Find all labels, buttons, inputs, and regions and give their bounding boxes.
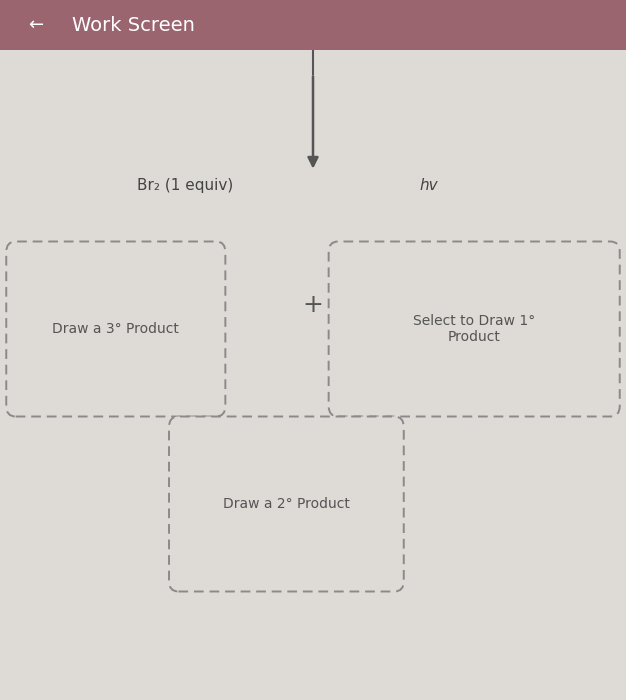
Text: Br₂ (1 equiv): Br₂ (1 equiv) [136, 178, 233, 193]
FancyBboxPatch shape [169, 416, 404, 592]
Text: Draw a 2° Product: Draw a 2° Product [223, 497, 350, 511]
FancyBboxPatch shape [329, 241, 620, 416]
Text: Draw a 3° Product: Draw a 3° Product [53, 322, 179, 336]
Text: hv: hv [419, 178, 438, 193]
FancyBboxPatch shape [6, 241, 225, 416]
FancyBboxPatch shape [0, 0, 626, 50]
Text: +: + [302, 293, 324, 316]
Text: Work Screen: Work Screen [72, 15, 195, 35]
Text: Select to Draw 1°
Product: Select to Draw 1° Product [413, 314, 535, 344]
Text: ←: ← [28, 16, 43, 34]
